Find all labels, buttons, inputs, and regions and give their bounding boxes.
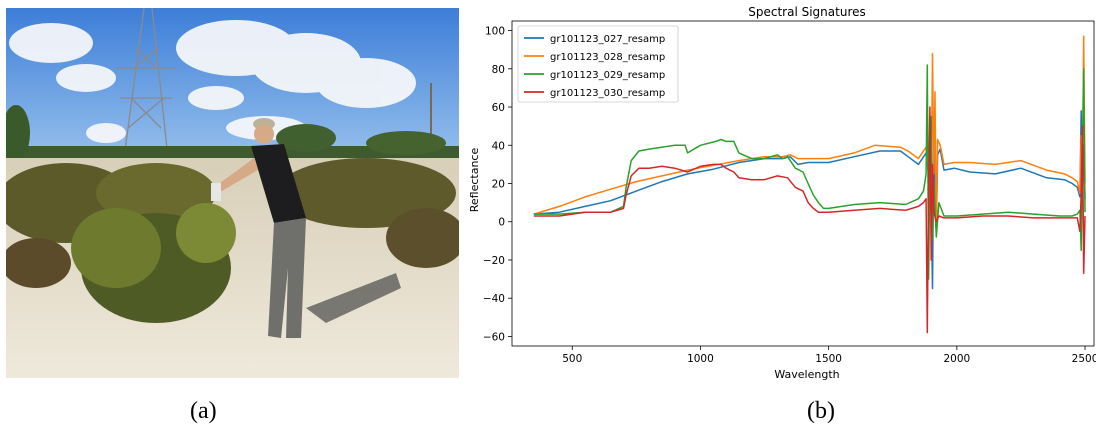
spectral-chart-svg: Spectral Signatures 500 1000 1500 2000 2500−… xyxy=(468,5,1096,381)
caption-a: (a) xyxy=(190,398,217,424)
legend-label-3: gr101123_029_resamp xyxy=(550,70,665,81)
caption-b: (b) xyxy=(807,398,835,424)
y-tick-label: 0 xyxy=(498,217,505,229)
series-line-3 xyxy=(533,64,1086,280)
legend-label-4: gr101123_030_resamp xyxy=(550,88,665,99)
x-tick-label: 1500 xyxy=(815,353,842,365)
field-photo xyxy=(6,8,459,378)
y-tick-label: 60 xyxy=(492,102,505,114)
x-tick-label: 500 xyxy=(562,353,582,365)
x-axis-label: Wavelength xyxy=(774,368,839,381)
spectral-chart: Spectral Signatures 500 1000 1500 2000 2500−… xyxy=(462,0,1096,392)
y-tick-label: −20 xyxy=(483,255,505,267)
plot-area: 500 1000 1500 2000 2500 −60 −40 −20 0 20 40 60 80 100… xyxy=(483,20,1096,365)
legend-label-2: gr101123_028_resamp xyxy=(550,52,665,63)
field-photo-icon xyxy=(6,8,459,378)
x-tick-label: 2500 xyxy=(1072,353,1096,365)
y-tick-label: −40 xyxy=(483,293,505,305)
legend-box xyxy=(517,25,679,103)
y-tick-label: −60 xyxy=(483,331,505,343)
x-tick-label: 2000 xyxy=(943,353,970,365)
y-axis-label: Reflectance xyxy=(468,148,481,213)
y-tick-label: 100 xyxy=(485,26,505,38)
series-line-4 xyxy=(533,106,1086,334)
y-tick-label: 40 xyxy=(492,140,505,152)
y-tick-label: 20 xyxy=(492,179,505,191)
series-line-1 xyxy=(533,110,1086,290)
chart-title: Spectral Signatures xyxy=(748,5,866,19)
legend-label-1: gr101123_027_resamp xyxy=(550,34,665,45)
y-tick-label: 80 xyxy=(492,64,505,76)
x-tick-label: 1000 xyxy=(687,353,714,365)
